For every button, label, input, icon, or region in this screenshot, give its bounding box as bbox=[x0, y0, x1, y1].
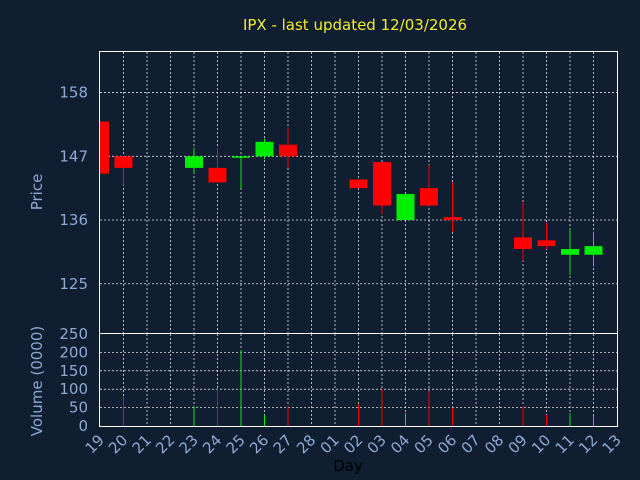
volume-axis-label: Volume (0000) bbox=[28, 326, 46, 436]
candle-body bbox=[279, 144, 297, 157]
candle-body bbox=[443, 217, 462, 221]
candle-body bbox=[255, 141, 274, 157]
candle-body bbox=[100, 121, 109, 174]
x-tick-label: 01 bbox=[317, 431, 343, 457]
x-tick-label: 13 bbox=[599, 431, 625, 457]
candle-body bbox=[584, 246, 603, 255]
volume-tick-label: 200 bbox=[59, 343, 88, 361]
volume-tick-label: 150 bbox=[59, 362, 88, 380]
candle-body bbox=[208, 167, 227, 183]
candle-body bbox=[537, 240, 556, 247]
x-tick-label: 07 bbox=[458, 431, 484, 457]
x-tick-label: 19 bbox=[82, 431, 108, 457]
candle-body bbox=[114, 156, 133, 168]
price-y-ticks: 125 136 147 158 bbox=[59, 84, 88, 293]
volume-frame bbox=[99, 333, 618, 427]
x-tick-label: 06 bbox=[434, 431, 460, 457]
candle-body bbox=[373, 162, 391, 206]
x-tick-label: 21 bbox=[129, 431, 155, 457]
x-tick-label: 24 bbox=[199, 431, 225, 457]
price-grid bbox=[100, 52, 617, 333]
price-tick-label: 125 bbox=[59, 275, 88, 293]
candle-body bbox=[561, 248, 579, 255]
candle-body bbox=[232, 156, 250, 158]
volume-tick-label: 50 bbox=[69, 399, 88, 417]
candle-body bbox=[185, 156, 203, 168]
x-tick-label: 04 bbox=[387, 431, 413, 457]
x-tick-label: 05 bbox=[411, 431, 437, 457]
candle-body bbox=[396, 193, 415, 221]
price-tick-label: 158 bbox=[59, 84, 88, 102]
price-panel: 125 136 147 158 Price bbox=[28, 51, 618, 334]
volume-tick-label: 250 bbox=[59, 325, 88, 343]
volume-tick-label: 0 bbox=[78, 417, 88, 435]
candle-body bbox=[349, 179, 368, 189]
x-tick-label: 27 bbox=[270, 431, 296, 457]
price-tick-label: 136 bbox=[59, 211, 88, 229]
x-tick-label: 25 bbox=[223, 431, 249, 457]
chart-title: IPX - last updated 12/03/2026 bbox=[243, 16, 467, 34]
price-axis-label: Price bbox=[28, 174, 46, 211]
x-tick-label: 08 bbox=[481, 431, 507, 457]
x-tick-label: 02 bbox=[340, 431, 366, 457]
candle-body bbox=[514, 237, 532, 249]
x-axis-label: Day bbox=[333, 457, 363, 475]
x-tick-label: 20 bbox=[105, 431, 131, 457]
x-ticks: 1920212223242526272801020304050607080910… bbox=[82, 431, 625, 457]
x-tick-label: 11 bbox=[552, 431, 578, 457]
volume-tick-label: 100 bbox=[59, 380, 88, 398]
candle-body bbox=[420, 188, 438, 206]
x-tick-label: 09 bbox=[505, 431, 531, 457]
x-tick-label: 12 bbox=[575, 431, 601, 457]
volume-bars bbox=[123, 350, 594, 426]
x-tick-label: 10 bbox=[528, 431, 554, 457]
price-tick-label: 147 bbox=[59, 147, 88, 165]
x-tick-label: 26 bbox=[246, 431, 272, 457]
x-tick-label: 28 bbox=[293, 431, 319, 457]
x-tick-label: 03 bbox=[364, 431, 390, 457]
x-tick-label: 22 bbox=[152, 431, 178, 457]
candles bbox=[99, 121, 603, 276]
x-tick-label: 23 bbox=[176, 431, 202, 457]
